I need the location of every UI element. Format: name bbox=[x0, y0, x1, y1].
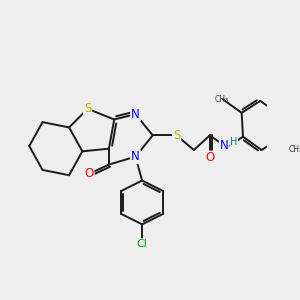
Text: Cl: Cl bbox=[137, 239, 148, 249]
Text: O: O bbox=[205, 152, 214, 164]
Text: N: N bbox=[220, 139, 228, 152]
Text: N: N bbox=[131, 108, 140, 121]
Text: S: S bbox=[173, 129, 180, 142]
Text: H: H bbox=[230, 136, 237, 146]
Text: S: S bbox=[84, 102, 92, 115]
Text: N: N bbox=[131, 150, 140, 163]
Text: CH₃: CH₃ bbox=[215, 95, 229, 104]
Text: O: O bbox=[84, 167, 94, 180]
Text: CH₃: CH₃ bbox=[289, 146, 300, 154]
